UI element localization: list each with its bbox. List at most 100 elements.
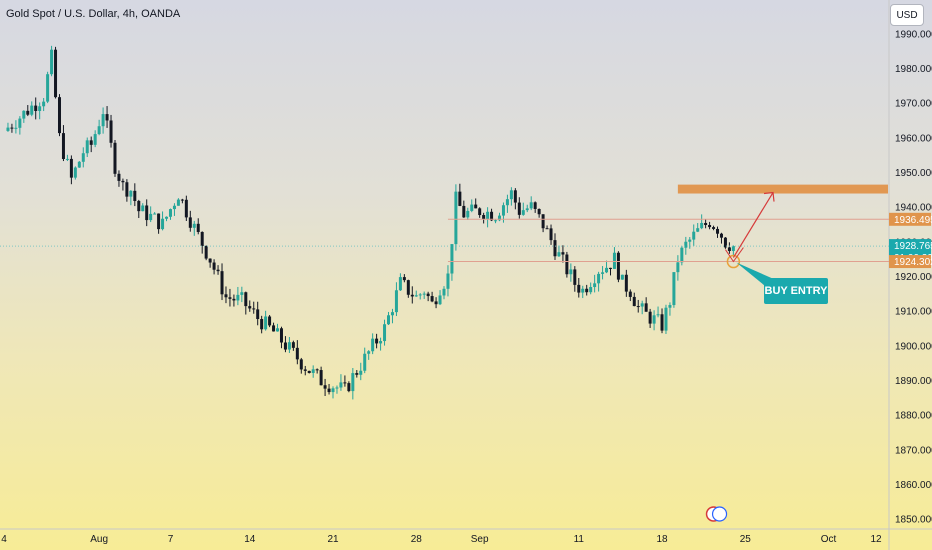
level-label-bg (889, 212, 931, 226)
candle-body (589, 287, 593, 293)
candle-body (438, 295, 442, 305)
candle-body (557, 252, 561, 257)
x-tick-label: Sep (471, 534, 489, 545)
candle-body (371, 338, 375, 352)
candle-body (101, 114, 105, 127)
candle-body (482, 215, 486, 220)
candle-body (26, 110, 30, 115)
candle-body (145, 205, 149, 221)
candle-body (129, 190, 133, 197)
candle-body (240, 292, 244, 295)
candle-body (121, 180, 125, 183)
candle-body (208, 258, 212, 263)
candle-body (597, 273, 601, 284)
candle-body (383, 324, 387, 342)
y-tick-label: 1960.000 (895, 133, 932, 144)
candle-body (446, 273, 450, 289)
candle-body (149, 213, 153, 221)
candle-body (331, 388, 335, 393)
candle-body (601, 272, 605, 274)
candle-body (38, 106, 42, 111)
current-price-label: 1928.765 (894, 241, 932, 252)
candle-body (204, 245, 208, 259)
candle-body (398, 277, 402, 291)
candle-body (486, 211, 490, 220)
candle-body (410, 294, 414, 297)
candle-body (672, 272, 676, 306)
candle-body (624, 274, 628, 292)
candle-body (696, 228, 700, 232)
candle-body (529, 202, 533, 209)
currency-button[interactable]: USD (890, 4, 924, 26)
y-tick-label: 1950.000 (895, 168, 932, 179)
candle-body (287, 342, 291, 350)
candle-body (367, 351, 371, 354)
economic-event-icon-secondary (711, 506, 728, 522)
x-tick-label: 21 (327, 534, 339, 545)
candle-body (434, 301, 438, 305)
y-tick-label: 1970.000 (895, 99, 932, 110)
y-tick-label: 1910.000 (895, 307, 932, 318)
level-label: 1924.302 (894, 257, 932, 268)
entry-marker (726, 254, 741, 269)
candle-body (517, 202, 521, 215)
candle-body (335, 387, 339, 389)
candle-body (454, 191, 458, 245)
candle-body (180, 199, 184, 201)
candle-body (18, 118, 22, 128)
y-tick-label: 1980.000 (895, 64, 932, 75)
candle-body (260, 319, 264, 330)
candle-body (22, 110, 26, 119)
candle-body (561, 252, 565, 255)
candle-body (299, 359, 303, 370)
candle-body (490, 211, 494, 221)
candle-body (176, 199, 180, 206)
candle-body (272, 325, 276, 332)
candle-body (608, 267, 612, 269)
candle-body (303, 369, 307, 371)
candle-body (339, 382, 343, 388)
candle-body (343, 382, 347, 384)
candle-body (462, 205, 466, 218)
candle-body (359, 370, 363, 375)
candle-body (616, 252, 620, 280)
candle-body (327, 388, 331, 393)
candle-body (664, 307, 668, 331)
candle-body (470, 204, 474, 211)
candle-body (42, 101, 46, 107)
candle-body (105, 114, 109, 121)
candle-body (684, 241, 688, 248)
candle-body (545, 228, 549, 230)
candle-body (14, 127, 18, 129)
candle-body (656, 314, 660, 316)
candle-body (224, 294, 228, 298)
buy-entry-label: BUY ENTRY (764, 278, 828, 304)
candle-body (165, 216, 169, 219)
candle-body (497, 215, 501, 221)
candle-body (57, 97, 61, 134)
candle-body (553, 240, 557, 257)
candle-body (252, 308, 256, 310)
candle-body (192, 223, 196, 228)
candle-body (525, 208, 529, 211)
candle-body (73, 167, 77, 178)
candle-body (387, 315, 391, 325)
candle-body (212, 262, 216, 270)
candle-body (46, 74, 50, 102)
candle-body (172, 205, 176, 210)
candle-body (379, 341, 383, 344)
candle-body (184, 199, 188, 218)
candle-body (200, 231, 204, 246)
x-tick-label: 25 (740, 534, 752, 545)
candle-body (279, 328, 283, 343)
candle-body (50, 49, 54, 75)
candle-body (315, 369, 319, 371)
candle-body (228, 297, 232, 299)
candle-body (61, 133, 65, 159)
y-tick-label: 1880.000 (895, 411, 932, 422)
candle-body (268, 316, 272, 326)
candle-body (65, 158, 69, 160)
candle-body (458, 191, 462, 206)
candle-body (137, 200, 141, 212)
x-tick-label: 7 (168, 534, 174, 545)
